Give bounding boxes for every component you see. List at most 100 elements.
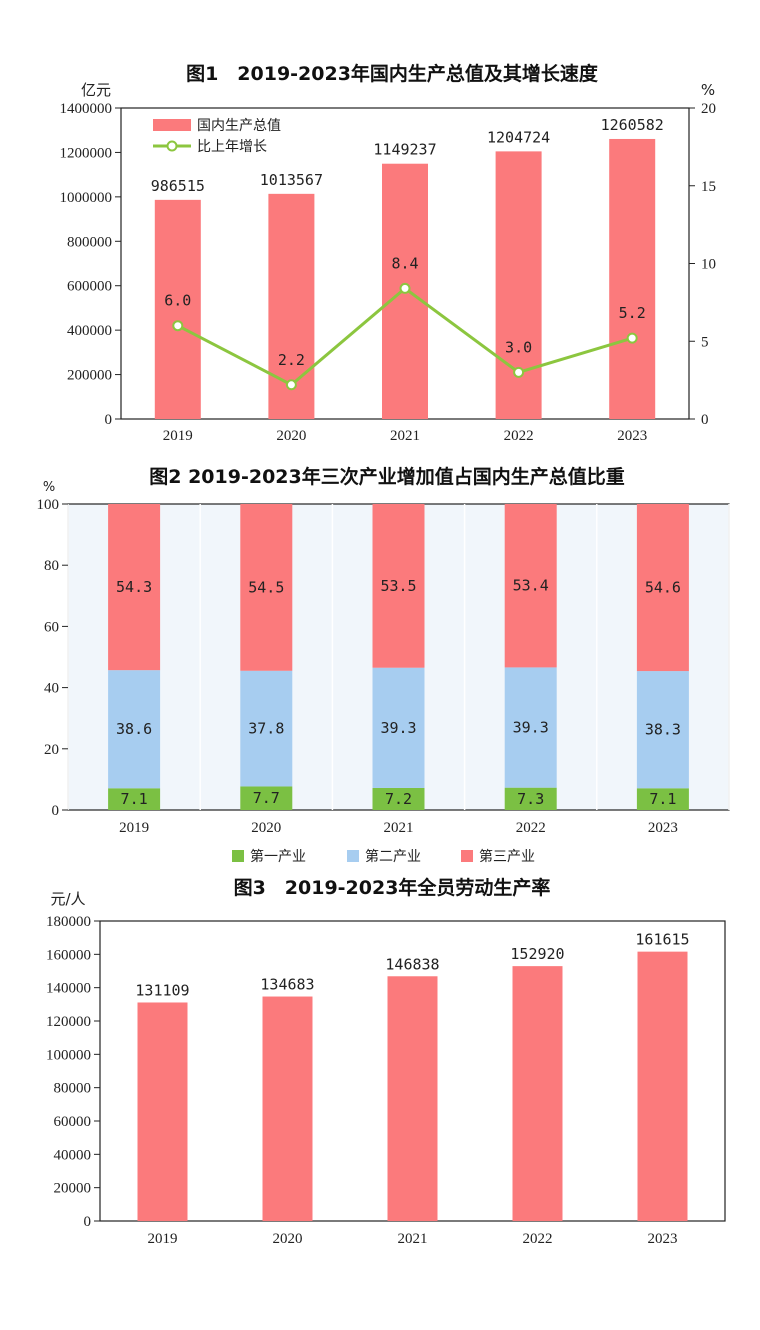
primary-industry-segment: [504, 787, 557, 810]
legend-label: 比上年增长: [197, 139, 267, 155]
y-tick-label: 100: [37, 497, 60, 513]
y-tick-label: 100000: [46, 1047, 91, 1063]
legend-label: 第一产业: [250, 848, 306, 865]
growth-label: 2.2: [278, 351, 305, 369]
primary-industry-segment: [636, 788, 689, 810]
y-tick-label: 1400000: [60, 101, 113, 117]
secondary-industry-segment-label: 38.3: [645, 721, 681, 739]
y-tick-label: 80: [44, 558, 59, 574]
y2-tick-label: 5: [701, 334, 709, 350]
y-tick-label: 180000: [46, 914, 91, 930]
gdp-bar-label: 1013567: [260, 171, 323, 189]
productivity-bar-label: 146838: [385, 955, 439, 973]
secondary-industry-segment: [504, 667, 557, 788]
secondary-industry-segment-label: 39.3: [380, 719, 416, 737]
y-axis-unit: 元/人: [50, 890, 85, 908]
gdp-bar-label: 986515: [151, 177, 205, 195]
legend-swatch-bar: [153, 119, 191, 131]
growth-label: 6.0: [164, 292, 191, 310]
productivity-bar: [512, 966, 563, 1221]
legend: 第一产业 第二产业 第三产业: [232, 848, 535, 865]
y-tick-label: 0: [84, 1214, 92, 1230]
secondary-industry-segment: [108, 670, 161, 789]
productivity-bar-label: 131109: [135, 981, 189, 999]
primary-industry-segment: [240, 786, 293, 810]
primary-industry-segment-label: 7.7: [253, 789, 280, 807]
growth-point: [172, 320, 184, 332]
y-tick-label: 0: [105, 412, 113, 428]
tertiary-industry-segment: [372, 504, 425, 668]
legend-label: 第二产业: [365, 848, 421, 865]
x-tick-label: 2022: [516, 820, 546, 836]
y-axis-unit: 亿元: [81, 81, 111, 99]
productivity-bar: [637, 951, 688, 1221]
chart-title: 图2 2019-2023年三次产业增加值占国内生产总值比重: [149, 465, 624, 488]
y-tick-label: 0: [52, 803, 60, 819]
x-tick-label: 2023: [648, 820, 678, 836]
x-tick-label: 2023: [648, 1231, 678, 1247]
y-tick-label: 1000000: [60, 190, 113, 206]
legend-label: 国内生产总值: [197, 118, 281, 134]
chart-labor-productivity: 图3 2019-2023年全员劳动生产率 元/人 0 20000 40000 6000…: [46, 876, 726, 1247]
secondary-industry-segment: [372, 667, 425, 788]
gdp-bar: [154, 199, 201, 419]
y2-tick-label: 20: [701, 101, 716, 117]
y-tick-label: 20000: [54, 1181, 92, 1197]
tertiary-industry-segment: [108, 504, 161, 671]
x-tick-label: 2019: [119, 820, 149, 836]
x-tick-label: 2019: [148, 1231, 178, 1247]
tertiary-industry-segment-label: 53.4: [513, 577, 549, 595]
tertiary-industry-segment: [240, 504, 293, 671]
productivity-bar-label: 152920: [510, 945, 564, 963]
productivity-bar-label: 161615: [635, 931, 689, 949]
x-tick-label: 2022: [504, 428, 534, 444]
primary-industry-segment: [108, 788, 161, 810]
legend-swatch-tertiary: [461, 850, 473, 862]
chart-title: 图1 2019-2023年国内生产总值及其增长速度: [186, 62, 599, 85]
y2-tick-label: 10: [701, 257, 716, 273]
x-tick-label: 2020: [251, 820, 281, 836]
tertiary-industry-segment-label: 53.5: [380, 577, 416, 595]
legend-label: 第三产业: [479, 848, 535, 865]
tertiary-industry-segment-label: 54.5: [248, 578, 284, 596]
productivity-bar: [262, 996, 313, 1221]
growth-label: 8.4: [391, 254, 418, 272]
gdp-bar: [495, 151, 542, 420]
y-tick-label: 400000: [67, 323, 112, 339]
legend-swatch-primary: [232, 850, 244, 862]
tertiary-industry-segment: [636, 504, 689, 672]
x-tick-label: 2021: [384, 820, 414, 836]
productivity-bar-label: 134683: [260, 976, 314, 994]
y-tick-label: 160000: [46, 947, 91, 963]
y-tick-label: 200000: [67, 368, 112, 384]
primary-industry-segment-label: 7.2: [385, 790, 412, 808]
x-tick-label: 2020: [273, 1231, 303, 1247]
secondary-industry-segment: [636, 671, 689, 789]
growth-point: [513, 366, 525, 378]
growth-label: 5.2: [619, 304, 646, 322]
growth-label: 3.0: [505, 338, 532, 356]
y-tick-label: 800000: [67, 234, 112, 250]
chart-gdp-growth: 图1 2019-2023年国内生产总值及其增长速度 亿元 % 0 200000 40…: [60, 62, 717, 444]
productivity-bar: [387, 976, 438, 1221]
growth-point: [285, 379, 297, 391]
primary-industry-segment-label: 7.3: [517, 790, 544, 808]
y-tick-label: 40000: [54, 1147, 92, 1163]
secondary-industry-segment: [240, 670, 293, 787]
gdp-bar-label: 1204724: [487, 128, 550, 146]
legend-swatch-secondary: [347, 850, 359, 862]
chart-title: 图3 2019-2023年全员劳动生产率: [234, 876, 551, 899]
legend-swatch-marker: [166, 140, 178, 152]
x-tick-label: 2022: [523, 1231, 553, 1247]
y-tick-label: 60000: [54, 1114, 92, 1130]
productivity-bar: [137, 1002, 188, 1221]
chart-industry-share: 图2 2019-2023年三次产业增加值占国内生产总值比重 % 0 20 40 60 8…: [37, 465, 730, 865]
y-tick-label: 60: [44, 619, 59, 635]
y-tick-label: 1200000: [60, 145, 113, 161]
gdp-bar-label: 1260582: [601, 116, 664, 134]
secondary-industry-segment-label: 39.3: [513, 719, 549, 737]
gdp-bar-label: 1149237: [373, 141, 436, 159]
y-tick-label: 40: [44, 681, 59, 697]
x-tick-label: 2021: [398, 1231, 428, 1247]
